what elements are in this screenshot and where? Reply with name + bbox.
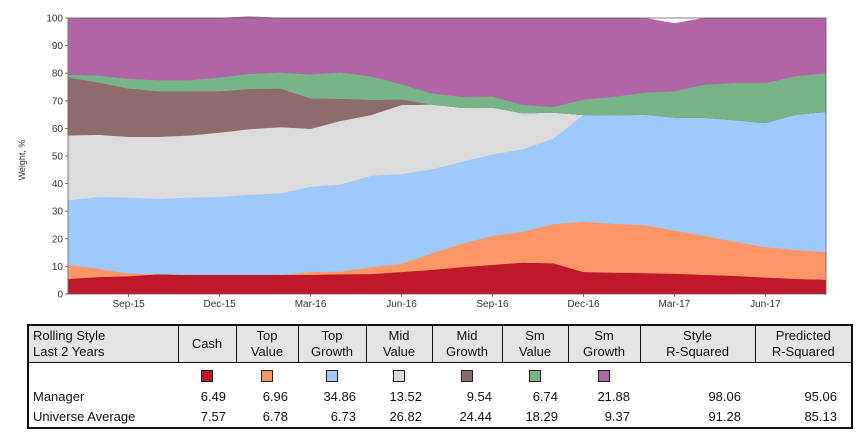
col-header-mid-value: Mid Value (365, 324, 433, 363)
legend-swatch-row (28, 363, 852, 388)
col-header-cash: Cash (177, 324, 237, 363)
header-title-line1: Rolling Style (33, 328, 106, 343)
swatch-cell (432, 363, 502, 388)
col-header-top-value: Top Value (235, 324, 299, 363)
x-axis: Sep-15 Dec-15 Mar-16 Jun-16 Sep-16 Dec-16 Mar-… (113, 294, 781, 310)
cell-top-growth: 6.73 (330, 409, 356, 424)
cell-mid-value: 13.52 (389, 389, 422, 404)
y-tick-label: 60 (52, 124, 64, 135)
row-label: Universe Average (33, 409, 136, 424)
col-header-line2: R-Squared (771, 344, 835, 359)
y-tick-label: 80 (52, 69, 64, 80)
cell-mid-growth: 24.44 (459, 409, 492, 424)
x-tick-label: Dec-15 (203, 299, 236, 310)
y-tick-label: 90 (52, 41, 64, 52)
table-header-title: Rolling Style Last 2 Years (27, 324, 179, 363)
cell-style-r-squared: 98.06 (708, 389, 741, 404)
y-tick-label: 70 (52, 96, 64, 107)
swatch-cell (178, 363, 236, 388)
col-header-line2: Value (250, 344, 284, 359)
legend-swatch-sm-value (529, 369, 541, 382)
swatch-row-spacer (28, 363, 178, 388)
swatch-cell (568, 363, 640, 388)
legend-swatch-top-value (261, 369, 273, 382)
area-series-group (67, 16, 827, 295)
x-tick-label: Dec-16 (567, 299, 600, 310)
cell-sm-value: 6.74 (532, 389, 558, 404)
col-header-line1: Sm (594, 328, 614, 343)
swatch-cell (502, 363, 568, 388)
legend-swatch-sm-growth (598, 369, 610, 382)
y-tick-label: 20 (52, 234, 64, 245)
col-header-line1: Mid (388, 328, 410, 343)
col-header-line1: Mid (456, 328, 478, 343)
cell-cash: 6.49 (200, 389, 226, 404)
cell-sm-value: 18.29 (525, 409, 558, 424)
col-header-line2: Growth (583, 344, 625, 359)
col-header-predicted-r-squared: Predicted R-Squared (754, 324, 853, 363)
table-header-row: Rolling Style Last 2 Years Cash Top Value… (27, 324, 853, 363)
cell-top-growth: 34.86 (323, 389, 356, 404)
legend-swatch-mid-growth (461, 369, 473, 382)
cell-cash: 7.57 (200, 409, 226, 424)
style-area-chart: 0 10 20 30 40 50 60 70 80 90 100 Sep-15 Dec-15 Mar-1… (46, 14, 827, 310)
style-summary-table: Rolling Style Last 2 Years Cash Top Value… (27, 324, 853, 429)
x-tick-label: Mar-16 (295, 299, 327, 310)
x-tick-label: Jun-16 (386, 299, 417, 310)
cell-style-r-squared: 91.28 (708, 409, 741, 424)
col-header-line1: Top (256, 328, 278, 343)
col-header-line2: R-Squared (666, 344, 729, 359)
x-tick-label: Sep-15 (113, 299, 146, 310)
col-header-line2: Growth (311, 344, 353, 359)
swatch-cell (366, 363, 432, 388)
cell-predicted-r-squared: 95.06 (804, 389, 837, 404)
y-tick-label: 0 (57, 290, 63, 301)
swatch-cell (236, 363, 298, 388)
cell-top-value: 6.78 (262, 409, 288, 424)
col-header-sm-value: Sm Value (501, 324, 569, 363)
y-tick-label: 40 (52, 179, 64, 190)
col-header-line1: Top (321, 328, 343, 343)
row-label: Manager (33, 389, 85, 404)
x-tick-label: Sep-16 (476, 299, 509, 310)
legend-swatch-top-growth (326, 369, 338, 382)
col-header-line2: Value (382, 344, 416, 359)
col-header-line2: Value (518, 344, 552, 359)
cell-mid-value: 26.82 (389, 409, 422, 424)
col-header-line1: Sm (525, 328, 545, 343)
col-header-line1: Cash (191, 336, 223, 351)
cell-sm-growth: 21.88 (597, 389, 630, 404)
table-row-manager: Manager 6.49 6.96 34.86 13.52 9.54 6.74 … (28, 387, 852, 407)
x-tick-label: Jun-17 (750, 299, 781, 310)
swatch-cell (298, 363, 366, 388)
col-header-sm-growth: Sm Growth (567, 324, 641, 363)
y-tick-label: 10 (52, 262, 64, 273)
table-row-universe-average: Universe Average 7.57 6.78 6.73 26.82 24… (28, 407, 852, 428)
y-tick-label: 50 (52, 152, 64, 163)
y-tick-label: 100 (46, 14, 63, 25)
y-tick-label: 30 (52, 207, 64, 218)
col-header-line1: Style (683, 328, 712, 343)
legend-swatch-cash (201, 369, 213, 382)
y-axis-label: Weight, % (17, 139, 27, 181)
cell-mid-growth: 9.54 (466, 389, 492, 404)
x-tick-label: Mar-17 (659, 299, 691, 310)
header-title-line2: Last 2 Years (33, 344, 105, 359)
cell-top-value: 6.96 (262, 389, 288, 404)
col-header-mid-growth: Mid Growth (431, 324, 503, 363)
cell-predicted-r-squared: 85.13 (804, 409, 837, 424)
col-header-line2: Growth (446, 344, 488, 359)
swatch-row-spacer (640, 363, 755, 388)
col-header-line1: Predicted (775, 328, 831, 343)
col-header-style-r-squared: Style R-Squared (639, 324, 756, 363)
cell-sm-growth: 9.37 (604, 409, 630, 424)
swatch-row-spacer (755, 363, 852, 388)
y-axis: 0 10 20 30 40 50 60 70 80 90 100 (46, 14, 68, 301)
col-header-top-growth: Top Growth (297, 324, 367, 363)
legend-swatch-mid-value (393, 369, 405, 382)
